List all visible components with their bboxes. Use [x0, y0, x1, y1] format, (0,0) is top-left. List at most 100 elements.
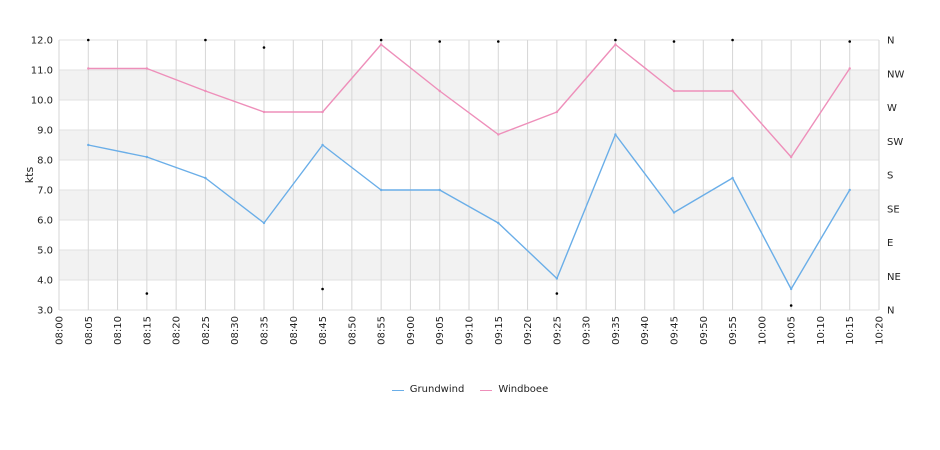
x-tick-label: 09:20	[523, 316, 534, 345]
data-point-windboee	[497, 133, 500, 136]
x-tick-label: 08:40	[289, 316, 300, 345]
x-tick-label: 08:25	[201, 316, 212, 345]
legend-label-windboee: Windboee	[498, 384, 549, 395]
x-tick-label: 09:10	[465, 316, 476, 345]
series-lines	[87, 43, 851, 291]
legend-item-grundwind[interactable]: Grundwind	[391, 384, 465, 395]
x-tick-label: 08:20	[172, 316, 183, 345]
x-tick-label: 08:15	[142, 316, 153, 345]
data-point-grundwind	[848, 188, 851, 192]
x-tick-label: 09:05	[435, 316, 446, 345]
direction-tick-label: N	[887, 306, 894, 317]
legend-item-windboee[interactable]: Windboee	[480, 384, 548, 395]
direction-tick-label: SE	[887, 204, 900, 215]
x-tick-label: 08:45	[318, 316, 329, 345]
data-point-windboee	[438, 89, 441, 93]
x-tick-label: 08:10	[113, 316, 124, 345]
x-tick-label: 09:55	[728, 316, 739, 345]
data-point-windboee	[614, 43, 617, 46]
y-tick-label: 7.0	[37, 186, 53, 197]
y-tick-label: 12.0	[31, 36, 53, 47]
y-tick-label: 5.0	[37, 246, 53, 257]
y-tick-label: 4.0	[37, 276, 53, 287]
x-tick-label: 08:00	[55, 316, 66, 345]
direction-tick-label: E	[887, 238, 893, 249]
direction-marker	[379, 38, 383, 42]
x-tick-label: 08:50	[347, 316, 358, 345]
data-point-grundwind	[497, 221, 500, 225]
direction-markers	[86, 38, 852, 307]
legend: Grundwind Windboee	[0, 384, 940, 395]
direction-tick-label: W	[887, 103, 897, 114]
y-axis-tick-labels: 3.0 4.0 5.0 6.0 7.0 8.0 9.0 10.0 11.0 12.0	[31, 36, 53, 317]
data-point-windboee	[379, 43, 383, 46]
data-point-windboee	[204, 89, 207, 93]
direction-axis-tick-labels: N NE E SE S SW W NW N	[887, 36, 904, 317]
x-tick-label: 09:30	[582, 316, 593, 345]
data-point-grundwind	[204, 176, 207, 180]
direction-marker	[438, 40, 442, 43]
x-tick-label: 09:00	[406, 316, 417, 345]
data-point-grundwind	[555, 277, 559, 280]
direction-marker	[321, 287, 324, 291]
x-tick-label: 09:50	[699, 316, 710, 345]
data-point-grundwind	[87, 143, 90, 147]
data-point-grundwind	[731, 176, 734, 180]
x-tick-label: 09:35	[611, 316, 622, 345]
data-point-windboee	[262, 110, 266, 114]
x-tick-label: 10:00	[757, 316, 768, 345]
x-tick-label: 08:30	[230, 316, 241, 345]
y-tick-label: 11.0	[31, 66, 53, 77]
x-tick-label: 08:05	[84, 316, 95, 345]
data-point-grundwind	[672, 211, 676, 214]
direction-tick-label: NW	[887, 69, 904, 80]
direction-marker	[789, 304, 793, 307]
x-tick-label: 08:55	[377, 316, 388, 345]
direction-marker	[672, 40, 676, 43]
data-point-windboee	[87, 67, 90, 70]
direction-tick-label: N	[887, 36, 894, 47]
x-tick-label: 10:15	[845, 316, 856, 345]
data-point-windboee	[789, 155, 793, 159]
data-point-windboee	[145, 67, 149, 70]
data-point-grundwind	[438, 188, 441, 192]
x-tick-label: 10:10	[816, 316, 827, 345]
y-tick-label: 10.0	[31, 96, 53, 107]
data-point-grundwind	[379, 188, 383, 192]
x-tick-label: 09:45	[670, 316, 681, 345]
data-point-windboee	[731, 89, 734, 93]
y-tick-label: 9.0	[37, 126, 53, 137]
legend-swatch-grundwind	[391, 389, 404, 391]
direction-tick-label: S	[887, 171, 893, 182]
direction-marker	[555, 292, 559, 295]
x-tick-label: 09:25	[552, 316, 563, 345]
y-tick-label: 8.0	[37, 156, 53, 167]
direction-marker	[204, 38, 207, 42]
data-point-grundwind	[321, 143, 324, 147]
direction-tick-label: NE	[887, 272, 901, 283]
direction-marker	[614, 38, 617, 42]
direction-marker	[496, 40, 500, 43]
x-axis-tick-labels: 08:00 08:05 08:10 08:15 08:20 08:25 08:30 08:35…	[55, 316, 886, 345]
direction-tick-label: SW	[887, 137, 903, 148]
data-point-windboee	[555, 110, 559, 114]
legend-label-grundwind: Grundwind	[409, 384, 465, 395]
data-point-grundwind	[614, 133, 617, 136]
direction-marker	[731, 38, 734, 42]
series-line-windboee	[88, 43, 851, 158]
y-tick-label: 6.0	[37, 216, 53, 227]
x-tick-label: 10:20	[875, 316, 886, 345]
vertical-gridlines	[58, 40, 880, 310]
data-point-grundwind	[262, 221, 266, 225]
direction-marker	[848, 40, 852, 43]
legend-swatch-windboee	[480, 389, 493, 391]
series-line-grundwind	[88, 133, 851, 290]
y-tick-label: 3.0	[37, 306, 53, 317]
direction-marker	[86, 38, 90, 42]
data-point-grundwind	[145, 155, 149, 159]
data-point-windboee	[848, 67, 851, 70]
x-tick-label: 08:35	[260, 316, 271, 345]
data-point-windboee	[672, 89, 676, 93]
direction-marker	[145, 292, 149, 295]
